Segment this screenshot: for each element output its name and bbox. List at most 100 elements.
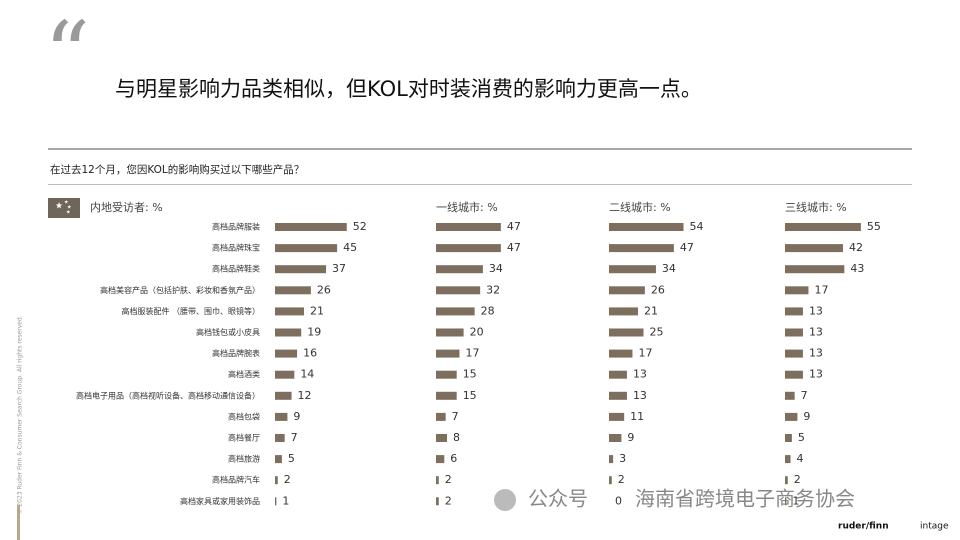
bar	[609, 223, 684, 231]
bar	[436, 391, 457, 400]
value-label: 8	[453, 431, 460, 444]
value-label: 15	[463, 389, 477, 402]
category-label: 高档酒类	[228, 369, 260, 379]
bar	[436, 349, 460, 358]
value-label: 13	[809, 326, 823, 339]
bar	[785, 476, 788, 485]
value-label: 32	[486, 283, 500, 296]
bar	[436, 307, 475, 316]
bar	[436, 265, 483, 274]
bar	[275, 455, 282, 464]
value-label: 7	[291, 431, 298, 444]
bar	[609, 286, 645, 295]
value-label: 12	[298, 389, 312, 402]
value-label: 37	[332, 262, 346, 275]
bar	[275, 476, 278, 485]
value-label: 28	[481, 304, 495, 317]
bar	[785, 286, 809, 295]
value-label: 13	[809, 304, 823, 317]
value-label: 19	[307, 326, 321, 339]
bar	[609, 265, 656, 274]
value-label: 0	[615, 494, 622, 507]
bar	[436, 497, 439, 506]
bar	[785, 434, 792, 442]
bar	[609, 307, 638, 316]
question: 在过去12个月，您因KOL的影响购买过以下哪些产品？	[50, 163, 304, 176]
bar	[275, 412, 288, 421]
value-label: 1	[792, 494, 799, 507]
value-label: 17	[814, 283, 828, 296]
bar	[275, 391, 292, 400]
value-label: 34	[662, 262, 676, 275]
watermark-name: 海南省跨境电子商务协会	[635, 487, 855, 511]
value-label: 9	[293, 410, 300, 423]
bar	[609, 412, 625, 421]
series-title: 内地受访者: %	[90, 200, 163, 214]
svg-text:★: ★	[64, 200, 69, 206]
bar	[785, 307, 803, 316]
bar	[436, 455, 445, 464]
category-label: 高档品牌腕表	[212, 348, 260, 358]
value-label: 34	[489, 262, 503, 275]
category-label: 高档电子用品（高档视听设备、高档移动通信设备）	[76, 390, 260, 400]
bar	[785, 244, 843, 253]
value-label: 52	[353, 220, 367, 233]
value-label: 26	[651, 283, 665, 296]
value-label: 25	[650, 326, 664, 339]
bar	[785, 455, 791, 464]
svg-text:★: ★	[67, 205, 72, 211]
value-label: 15	[463, 368, 477, 381]
value-label: 5	[288, 452, 295, 465]
value-label: 47	[507, 241, 521, 254]
bar	[275, 497, 277, 506]
bar	[785, 370, 803, 379]
value-label: 17	[465, 347, 479, 360]
bar	[275, 286, 311, 295]
category-label: 高档品牌汽车	[212, 475, 260, 485]
category-label: 高档旅游	[228, 454, 260, 464]
category-label: 高档钱包或小皮具	[196, 327, 260, 337]
divider	[48, 148, 912, 150]
value-label: 43	[850, 262, 864, 275]
bar	[275, 307, 304, 316]
bar	[436, 476, 439, 485]
bar	[275, 349, 298, 358]
category-label: 高档美容产品（包括护肤、彩妆和香氛产品）	[100, 285, 260, 295]
bar	[609, 476, 612, 485]
bar	[436, 328, 464, 337]
category-label: 高档品牌服装	[212, 222, 260, 232]
value-label: 26	[317, 283, 331, 296]
bar	[609, 370, 627, 379]
bar	[609, 349, 633, 358]
logo: ruder/finn	[838, 522, 889, 532]
value-label: 2	[284, 473, 291, 486]
bar	[275, 434, 285, 442]
value-label: 9	[803, 410, 810, 423]
bar	[609, 328, 644, 337]
bar	[275, 370, 295, 379]
value-label: 7	[452, 410, 459, 423]
bar	[275, 265, 327, 274]
value-label: 14	[300, 368, 314, 381]
series-title: 一线城市: %	[436, 200, 498, 214]
bar	[275, 244, 338, 253]
bar	[785, 328, 803, 337]
headline: 与明星影响力品类相似，但KOL对时装消费的影响力更高一点。	[115, 77, 702, 101]
value-label: 5	[798, 431, 805, 444]
value-label: 13	[633, 368, 647, 381]
svg-text:★: ★	[66, 210, 71, 216]
logo: intage	[920, 522, 949, 532]
value-label: 47	[507, 220, 521, 233]
value-label: 3	[619, 452, 626, 465]
bar	[785, 412, 798, 421]
quote-mark: “	[44, 2, 90, 107]
copyright: © 2023 Ruder Finn & Consumer Search Grou…	[17, 315, 24, 514]
bar	[609, 455, 614, 464]
accent-bar	[17, 505, 20, 540]
bar	[436, 412, 446, 421]
value-label: 6	[450, 452, 457, 465]
category-label: 高档家具或家用装饰品	[180, 496, 260, 506]
value-label: 2	[445, 473, 452, 486]
value-label: 13	[633, 389, 647, 402]
